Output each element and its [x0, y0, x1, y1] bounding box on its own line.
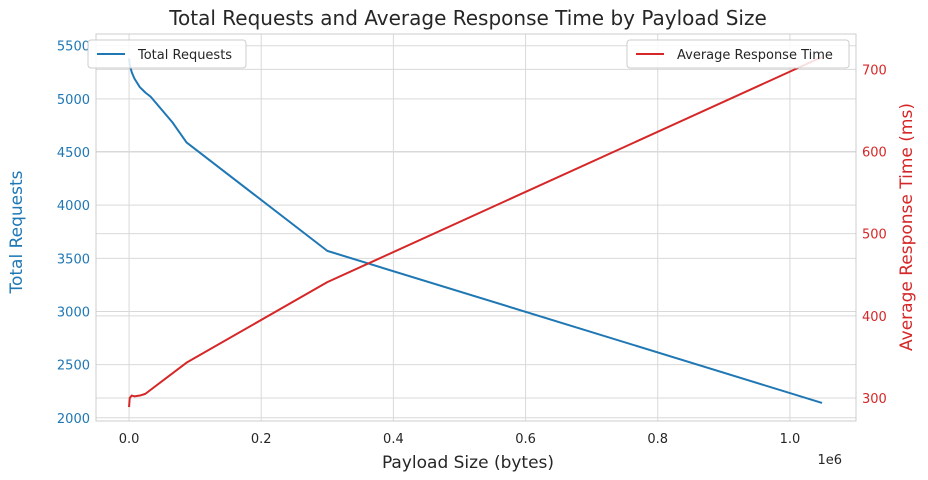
legend-right-label: Average Response Time [677, 48, 833, 63]
x-tick-label: 0.4 [383, 432, 404, 447]
plot-frame [95, 33, 857, 422]
y-left-tick-label: 4500 [57, 146, 90, 161]
legend-left-box [87, 39, 247, 69]
x-tick-label: 0.2 [251, 432, 272, 447]
y-right-tick-label: 300 [862, 392, 887, 407]
y-right-tick-label: 400 [862, 310, 887, 325]
y-left-tick-label: 3000 [57, 305, 90, 320]
y-left-tick-label: 5000 [57, 93, 90, 108]
x-tick-label: 0.8 [647, 432, 668, 447]
y-right-tick-label: 600 [862, 145, 887, 160]
y-right-tick-label: 500 [862, 228, 887, 243]
y-left-tick-label: 3500 [57, 252, 90, 267]
grid-lines [96, 34, 856, 421]
x-tick-label: 1.0 [780, 432, 801, 447]
series-line-avg-response-time [128, 56, 823, 408]
x-axis-offset-text: 1e6 [817, 453, 842, 468]
legend-left-label: Total Requests [137, 48, 232, 63]
chart-title: Total Requests and Average Response Time… [168, 6, 767, 30]
y-left-tick-label: 4000 [57, 199, 90, 214]
legend-left: Total Requests [87, 39, 247, 69]
x-axis-ticks: 0.0 0.2 0.4 0.6 0.8 1.0 [119, 432, 801, 447]
legend-right: Average Response Time [626, 39, 850, 69]
y-left-axis-ticks: 2000 2500 3000 3500 4000 4500 5000 5500 [57, 40, 90, 427]
legend-right-box [626, 39, 850, 69]
y-right-axis-label: Average Response Time (ms) [897, 103, 917, 351]
y-right-axis-ticks: 300 400 500 600 700 [862, 63, 887, 407]
x-tick-label: 0.0 [119, 432, 140, 447]
y-right-tick-label: 700 [862, 63, 887, 78]
y-left-tick-label: 2500 [57, 359, 90, 374]
series-layer [128, 56, 823, 408]
y-left-axis-label: Total Requests [7, 170, 27, 294]
x-tick-label: 0.6 [515, 432, 536, 447]
y-left-tick-label: 5500 [57, 40, 90, 55]
y-left-tick-label: 2000 [57, 412, 90, 427]
series-line-total-requests [128, 58, 823, 404]
x-axis-label: Payload Size (bytes) [382, 453, 554, 473]
